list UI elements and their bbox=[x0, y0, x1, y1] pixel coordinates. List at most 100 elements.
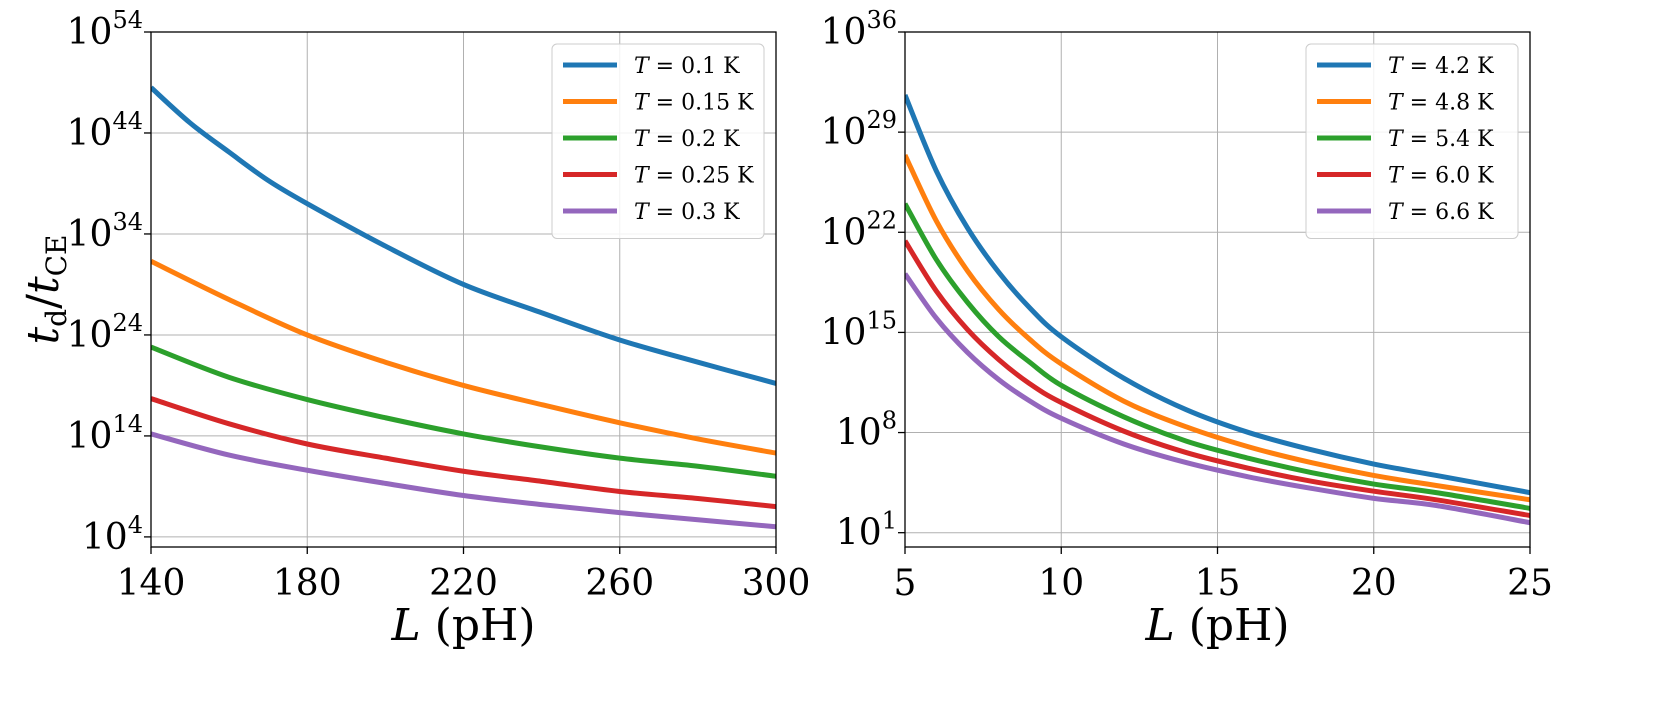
legend-label: T = 0.25 K bbox=[634, 164, 754, 189]
legend-label: T = 0.1 K bbox=[634, 54, 740, 79]
y-tick-label: 108 bbox=[836, 407, 897, 454]
x-axis-label-unit: (pH) bbox=[1175, 600, 1290, 651]
legend-label-symbol: T bbox=[634, 127, 651, 152]
y-tick-label: 1014 bbox=[67, 410, 143, 457]
legend-label-symbol: T bbox=[634, 164, 651, 189]
y-tick-base: 10 bbox=[67, 416, 113, 457]
y-tick-exponent: 36 bbox=[866, 6, 897, 34]
x-axis-label-symbol: L bbox=[1144, 600, 1174, 651]
y-tick-label: 1054 bbox=[67, 6, 143, 53]
series-line bbox=[905, 153, 1530, 503]
y-tick-base: 10 bbox=[821, 12, 867, 53]
legend-label: T = 0.3 K bbox=[634, 200, 740, 225]
y-axis-label: td/tCE bbox=[18, 234, 73, 344]
y-tick-label: 101 bbox=[836, 507, 897, 554]
y-label-slash: / bbox=[18, 294, 69, 309]
x-tick-label: 20 bbox=[1351, 563, 1397, 604]
y-tick-exponent: 34 bbox=[112, 208, 143, 236]
x-tick-label: 15 bbox=[1195, 563, 1241, 604]
y-tick-base: 10 bbox=[821, 212, 867, 253]
x-tick-label: 140 bbox=[117, 563, 186, 604]
y-tick-base: 10 bbox=[836, 513, 882, 554]
legend-box bbox=[1305, 43, 1519, 239]
legend-label-symbol: T bbox=[634, 54, 651, 79]
legend-label-value: = 5.4 K bbox=[1403, 127, 1494, 152]
legend-label-symbol: T bbox=[634, 91, 651, 116]
legend-label: T = 6.0 K bbox=[1388, 164, 1494, 189]
y-tick-label: 1022 bbox=[821, 206, 897, 253]
y-tick-exponent: 24 bbox=[112, 309, 143, 337]
y-label-denominator-sub: CE bbox=[40, 234, 73, 276]
x-tick-label: 25 bbox=[1507, 563, 1553, 604]
legend-label-symbol: T bbox=[1388, 91, 1405, 116]
y-label-denominator: t bbox=[18, 276, 69, 294]
legend-label: T = 0.2 K bbox=[634, 127, 740, 152]
legend-label-value: = 4.8 K bbox=[1403, 91, 1494, 116]
legend-box bbox=[551, 43, 765, 239]
x-tick-label: 5 bbox=[894, 563, 917, 604]
series-line bbox=[905, 93, 1530, 496]
legend-label-value: = 0.2 K bbox=[649, 127, 740, 152]
series-line bbox=[905, 202, 1530, 511]
y-tick-exponent: 4 bbox=[128, 511, 143, 539]
legend-label-value: = 0.3 K bbox=[649, 200, 740, 225]
y-tick-label: 1024 bbox=[67, 309, 143, 356]
y-tick-base: 10 bbox=[67, 113, 113, 154]
legend-label-value: = 6.6 K bbox=[1403, 200, 1494, 225]
x-tick-label: 180 bbox=[273, 563, 342, 604]
y-tick-base: 10 bbox=[836, 413, 882, 454]
y-tick-label: 1029 bbox=[821, 106, 897, 153]
legend-label-value: = 0.1 K bbox=[649, 54, 740, 79]
x-tick-label: 10 bbox=[1038, 563, 1084, 604]
series-line bbox=[151, 258, 776, 456]
y-tick-exponent: 44 bbox=[112, 107, 143, 135]
series-line bbox=[151, 396, 776, 510]
x-axis-label-symbol: L bbox=[390, 600, 420, 651]
legend-label: T = 4.2 K bbox=[1388, 54, 1494, 79]
x-tick-label: 220 bbox=[429, 563, 498, 604]
legend-label-value: = 6.0 K bbox=[1403, 164, 1494, 189]
legend-label-symbol: T bbox=[1388, 164, 1405, 189]
y-label-numerator-sub: d bbox=[40, 309, 73, 327]
y-label-numerator: t bbox=[18, 327, 69, 345]
y-tick-exponent: 22 bbox=[866, 206, 897, 234]
y-tick-label: 1036 bbox=[821, 6, 897, 53]
left-panel: 140 180 220 260 30010410141024103410441054L … bbox=[18, 6, 810, 651]
y-tick-exponent: 15 bbox=[866, 306, 897, 334]
series-line bbox=[905, 272, 1530, 526]
y-tick-exponent: 1 bbox=[882, 507, 897, 535]
series-line bbox=[905, 239, 1530, 518]
legend-label-symbol: T bbox=[1388, 200, 1405, 225]
series-line bbox=[151, 344, 776, 479]
y-tick-label: 104 bbox=[82, 511, 143, 558]
y-tick-label: 1044 bbox=[67, 107, 143, 154]
legend-label-value: = 4.2 K bbox=[1403, 54, 1494, 79]
y-tick-exponent: 8 bbox=[882, 407, 897, 435]
y-tick-exponent: 29 bbox=[866, 106, 897, 134]
y-tick-label: 1015 bbox=[821, 306, 897, 353]
series-group bbox=[905, 93, 1530, 526]
x-tick-label: 300 bbox=[742, 563, 811, 604]
y-tick-exponent: 54 bbox=[112, 6, 143, 34]
series-group bbox=[151, 85, 776, 530]
y-tick-base: 10 bbox=[67, 12, 113, 53]
legend-label-symbol: T bbox=[1388, 127, 1405, 152]
legend-label-value: = 0.15 K bbox=[649, 91, 754, 116]
y-tick-base: 10 bbox=[67, 214, 113, 255]
x-tick-label: 260 bbox=[585, 563, 654, 604]
legend-label: T = 5.4 K bbox=[1388, 127, 1494, 152]
y-tick-base: 10 bbox=[82, 517, 128, 558]
x-axis-label: L (pH) bbox=[390, 600, 535, 651]
y-tick-exponent: 14 bbox=[112, 410, 143, 438]
legend-label: T = 6.6 K bbox=[1388, 200, 1494, 225]
y-tick-label: 1034 bbox=[67, 208, 143, 255]
y-tick-base: 10 bbox=[821, 112, 867, 153]
series-line bbox=[151, 431, 776, 530]
legend-label: T = 0.15 K bbox=[634, 91, 754, 116]
y-tick-base: 10 bbox=[821, 312, 867, 353]
x-axis-label: L (pH) bbox=[1144, 600, 1289, 651]
series-line bbox=[151, 85, 776, 386]
